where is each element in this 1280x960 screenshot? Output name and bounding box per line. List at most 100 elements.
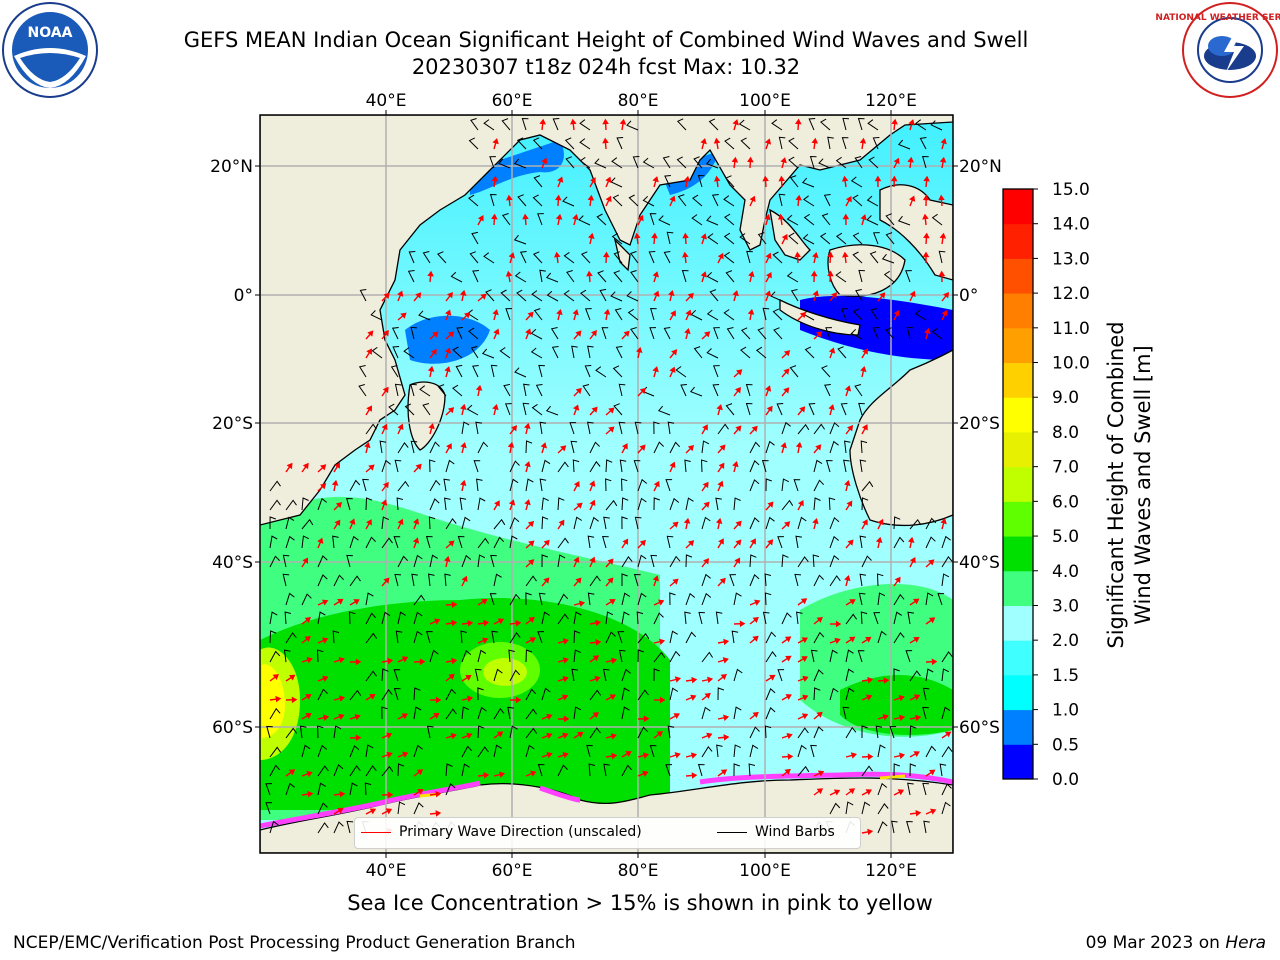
wind-barb	[507, 706, 514, 720]
wind-barb	[426, 630, 433, 644]
wind-barb	[586, 744, 593, 758]
wind-barb	[781, 554, 789, 568]
wind-barb	[456, 327, 463, 340]
wave-direction-arrowhead	[573, 481, 580, 488]
colorbar-swatch	[1003, 293, 1033, 329]
wind-barb	[709, 289, 719, 302]
wind-barb	[602, 668, 610, 682]
wind-barb	[829, 516, 840, 530]
wave-direction-arrowhead	[795, 441, 803, 448]
wind-barb	[537, 213, 544, 226]
wave-direction-arrowhead	[700, 271, 707, 278]
wave-direction-arrowhead	[524, 422, 531, 429]
wave-direction-arrowhead	[898, 695, 905, 702]
wave-direction-arrowhead	[366, 405, 373, 412]
wind-barb	[915, 119, 927, 131]
wave-direction-arrowhead	[810, 270, 818, 277]
wave-direction-arrowhead	[922, 251, 930, 258]
wind-barb	[493, 744, 502, 758]
wave-direction-arrowhead	[850, 752, 858, 759]
colorbar-swatch	[1003, 362, 1033, 398]
wind-barb	[637, 554, 647, 568]
wind-barb	[907, 782, 914, 796]
wave-direction-arrowhead	[321, 599, 329, 606]
wave-direction-arrowhead	[605, 195, 612, 203]
wind-barb	[349, 689, 362, 701]
wave-direction-arrowhead	[349, 518, 356, 525]
wave-direction-arrowhead	[816, 711, 823, 718]
wind-barb	[601, 327, 609, 340]
wave-direction-arrowhead	[720, 769, 728, 776]
wind-barb	[663, 251, 671, 264]
wind-barb	[516, 289, 527, 302]
wave-direction-arrowhead	[505, 270, 513, 277]
legend-item-wind: Wind Barbs	[717, 824, 835, 840]
wave-direction-arrowhead	[731, 156, 739, 163]
wind-barb	[707, 233, 719, 245]
wind-barb	[407, 270, 415, 283]
wind-barb	[733, 706, 742, 720]
wave-direction-arrowhead	[891, 118, 898, 125]
wind-barb	[533, 308, 543, 321]
wind-barb	[893, 536, 905, 549]
wave-direction-arrowhead	[288, 769, 296, 776]
wind-barb	[612, 194, 623, 207]
wind-barb	[525, 708, 537, 720]
wind-barb	[525, 688, 537, 701]
wave-direction-arrowhead	[922, 213, 929, 220]
wind-barb	[413, 744, 423, 758]
wave-direction-arrowhead	[764, 213, 771, 221]
wave-direction-arrowhead	[611, 752, 618, 760]
wave-direction-arrowhead	[860, 365, 867, 373]
wind-barb	[692, 194, 703, 207]
sea-ice-edge	[260, 771, 953, 829]
wind-barb	[859, 573, 867, 587]
wave-direction-arrowhead	[785, 694, 792, 700]
wind-barb	[813, 574, 824, 587]
wind-barb	[829, 575, 841, 587]
wave-direction-arrowhead	[432, 331, 439, 338]
wind-barb	[906, 820, 913, 834]
wind-barb	[733, 497, 741, 511]
wave-direction-arrowhead	[940, 138, 947, 145]
wind-barb	[586, 421, 594, 435]
wind-barb	[618, 383, 626, 397]
footer-machine: Hera	[1225, 933, 1266, 953]
wind-barb	[605, 611, 614, 625]
wind-barb	[764, 725, 772, 739]
wave-direction-arrowhead	[685, 309, 692, 316]
wave-direction-arrowhead	[812, 251, 819, 259]
wave-direction-arrowhead	[816, 788, 824, 795]
wind-barb	[669, 555, 681, 568]
wind-barb	[269, 764, 281, 777]
wind-barb	[537, 631, 545, 644]
wind-barb	[317, 555, 328, 568]
wind-barb	[724, 213, 735, 226]
wind-barb	[841, 308, 848, 321]
wave-direction-arrowhead	[369, 808, 377, 815]
wave-direction-arrowhead	[703, 558, 710, 565]
wind-barb	[469, 251, 479, 264]
wind-barb	[621, 573, 628, 586]
wind-barb	[650, 307, 657, 321]
wind-barb	[584, 308, 592, 321]
wave-direction-arrowhead	[556, 308, 563, 316]
wave-direction-arrowhead	[811, 137, 819, 144]
wind-barb	[365, 765, 377, 777]
wind-barb	[317, 725, 324, 739]
wind-barb	[698, 611, 705, 625]
wave-direction-arrowhead	[673, 713, 680, 720]
wave-direction-arrowhead	[560, 445, 567, 452]
wind-barb	[909, 763, 917, 777]
wave-direction-arrowhead	[397, 290, 404, 297]
wind-barb	[490, 364, 498, 378]
wind-barb	[821, 365, 831, 378]
wind-barb	[445, 459, 455, 473]
wind-barb	[810, 744, 817, 758]
wave-direction-arrowhead	[366, 348, 373, 355]
wind-barb	[749, 726, 760, 739]
wind-barb	[633, 573, 641, 587]
wind-barb	[905, 650, 913, 663]
wave-direction-arrowhead	[589, 480, 596, 487]
